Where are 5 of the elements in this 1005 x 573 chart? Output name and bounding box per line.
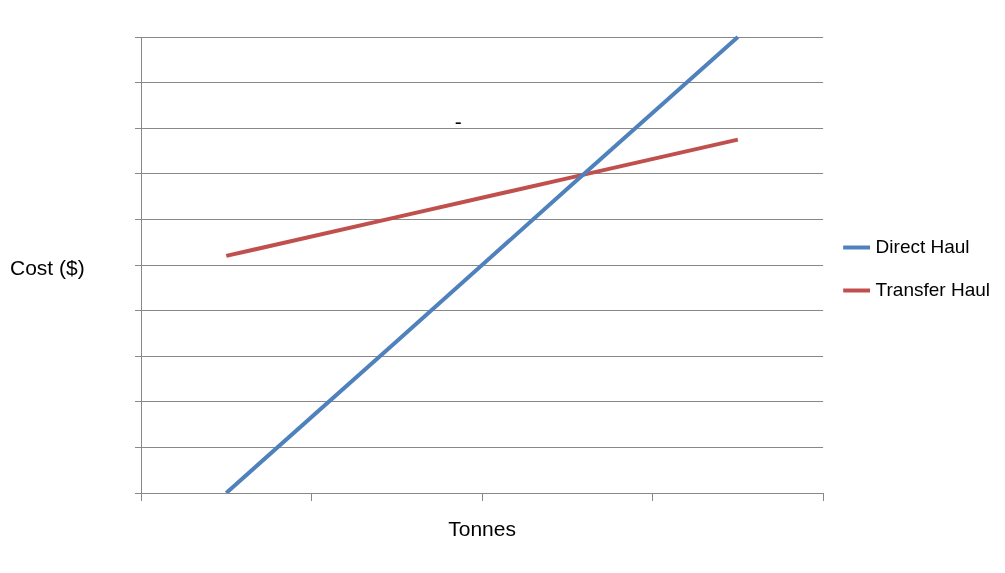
y-axis-title: Cost ($) [10,255,85,279]
annotation: - [454,110,462,134]
legend-label: Direct Haul [875,235,970,257]
legend-label: Transfer Haul [875,278,990,300]
x-axis-title: Tonnes [448,516,516,540]
